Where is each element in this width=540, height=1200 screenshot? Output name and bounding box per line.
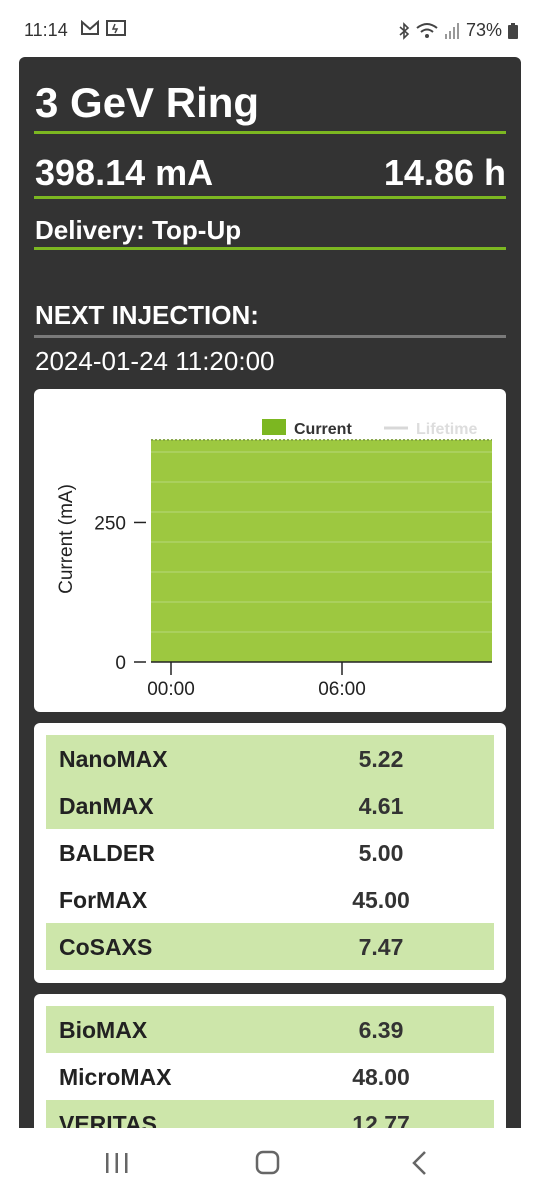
wifi-icon bbox=[416, 22, 438, 38]
current-area bbox=[151, 439, 492, 662]
status-time: 11:14 bbox=[24, 20, 68, 40]
delivery-mode: Delivery: Top-Up bbox=[35, 215, 242, 245]
beamline-name: BioMAX bbox=[59, 1017, 148, 1043]
y-tick-label: 0 bbox=[115, 653, 126, 674]
ring-title: 3 GeV Ring bbox=[35, 79, 260, 126]
screen-record-icon bbox=[106, 20, 126, 36]
gmail-icon bbox=[81, 20, 99, 35]
navigation-bar bbox=[0, 1128, 540, 1200]
battery-percent: 73% bbox=[465, 20, 502, 40]
metric-divider bbox=[34, 196, 506, 199]
beamline-row: ForMAX 45.00 bbox=[46, 876, 494, 923]
recent-apps-icon[interactable] bbox=[104, 1150, 130, 1176]
beamline-name: BALDER bbox=[59, 840, 155, 866]
x-tick-label: 00:00 bbox=[147, 679, 195, 700]
signal-icon bbox=[444, 22, 459, 39]
beamline-row: DanMAX 4.61 bbox=[46, 782, 494, 829]
beamline-name: MicroMAX bbox=[59, 1064, 172, 1090]
next-injection-label: NEXT INJECTION: bbox=[35, 300, 259, 330]
next-injection-divider bbox=[34, 335, 506, 338]
y-axis-label: Current (mA) bbox=[56, 484, 77, 594]
beamline-table-2: BioMAX 6.39 MicroMAX 48.00 VERITAS 12.77 bbox=[46, 1006, 494, 1137]
beamline-row: CoSAXS 7.47 bbox=[46, 923, 494, 970]
legend-current-swatch bbox=[262, 419, 286, 435]
status-bar: 11:14 73% bbox=[0, 0, 540, 58]
delivery-divider bbox=[34, 247, 506, 250]
title-divider bbox=[34, 131, 506, 134]
notification-icons bbox=[80, 20, 126, 36]
back-icon[interactable] bbox=[408, 1150, 434, 1176]
legend-lifetime-label: Lifetime bbox=[416, 421, 477, 438]
chart-panel: 0 250 00:00 06:00 Current (mA) Current Lifetim… bbox=[34, 389, 506, 712]
beamline-value: 5.22 bbox=[358, 746, 404, 772]
beamline-name: ForMAX bbox=[59, 887, 148, 913]
beamline-name: NanoMAX bbox=[59, 746, 168, 772]
legend-current-label: Current bbox=[294, 421, 352, 438]
beamline-name: CoSAXS bbox=[59, 934, 153, 960]
current-chart: 0 250 00:00 06:00 Current (mA) Current Lifetim… bbox=[56, 419, 492, 700]
battery-icon bbox=[508, 22, 518, 39]
beamline-value: 6.39 bbox=[358, 1017, 404, 1043]
beamline-panel-1: NanoMAX 5.22 DanMAX 4.61 BALDER 5.00 ForMAX 45.… bbox=[34, 723, 506, 983]
beamline-value: 7.47 bbox=[358, 934, 404, 960]
beamline-value: 5.00 bbox=[358, 840, 404, 866]
home-icon[interactable] bbox=[255, 1150, 281, 1176]
next-injection-time: 2024-01-24 11:20:00 bbox=[35, 346, 275, 376]
status-right: 73% bbox=[398, 20, 518, 41]
ring-lifetime: 14.86 h bbox=[383, 152, 506, 193]
beamline-value: 48.00 bbox=[352, 1064, 410, 1090]
beamline-value: 45.00 bbox=[352, 887, 410, 913]
beamline-row: BioMAX 6.39 bbox=[46, 1006, 494, 1053]
x-tick-label: 06:00 bbox=[318, 679, 366, 700]
beamline-row: NanoMAX 5.22 bbox=[46, 735, 494, 782]
bluetooth-icon bbox=[399, 21, 410, 40]
beamline-value: 4.61 bbox=[358, 793, 404, 819]
beamline-row: BALDER 5.00 bbox=[46, 829, 494, 876]
ring-status-card: 3 GeV Ring 398.14 mA 14.86 h Delivery: T… bbox=[19, 57, 521, 1137]
y-tick-label: 250 bbox=[94, 513, 126, 534]
ring-current: 398.14 mA bbox=[35, 152, 214, 193]
beamline-table-1: NanoMAX 5.22 DanMAX 4.61 BALDER 5.00 ForMAX 45.… bbox=[46, 735, 494, 970]
beamline-name: DanMAX bbox=[59, 793, 154, 819]
beamline-row: MicroMAX 48.00 bbox=[46, 1053, 494, 1100]
beamline-panel-2: BioMAX 6.39 MicroMAX 48.00 VERITAS 12.77 bbox=[34, 994, 506, 1137]
